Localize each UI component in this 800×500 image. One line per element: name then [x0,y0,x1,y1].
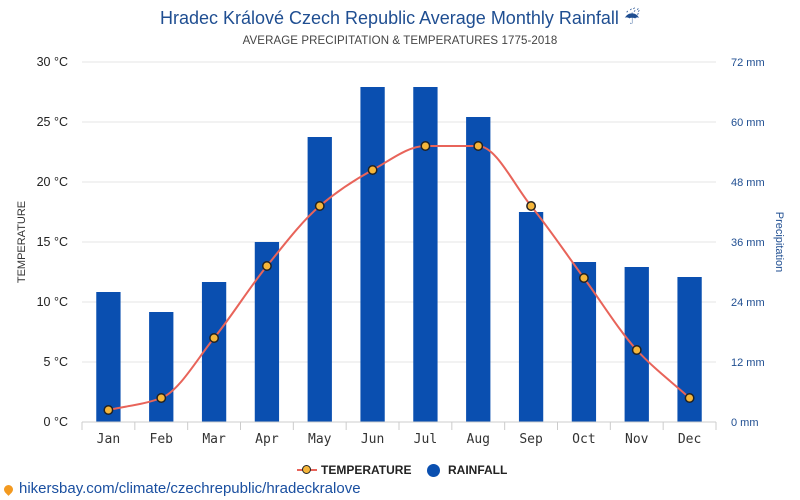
temperature-point-oct[interactable] [578,273,589,283]
temperature-point-nov[interactable] [631,345,642,355]
temperature-point-jun[interactable] [367,165,378,175]
rainfall-bar-feb[interactable] [149,312,174,422]
legend-label-rainfall: RAINFALL [448,463,508,477]
rainfall-bar-aug[interactable] [466,117,491,422]
x-tick-label: Jan [97,432,120,447]
x-tick-label: Sep [519,432,543,447]
y-left-axis-title: TEMPERATURE [16,201,28,283]
rainfall-bar-sep[interactable] [518,212,544,422]
rainfall-bar-jul[interactable] [413,87,438,422]
y-left-tick-label: 5 °C [44,355,68,369]
rainfall-bar-apr[interactable] [254,242,280,422]
chart-title: Hradec Králové Czech Republic Average Mo… [159,8,641,28]
rainfall-bar-mar[interactable] [201,282,227,422]
rainfall-bar-jan[interactable] [96,292,121,422]
rainfall-bar-may[interactable] [307,137,332,422]
temperature-point-jan[interactable] [103,405,114,415]
umbrella-rain-icon: ☔ [623,8,641,28]
x-tick-label: Jun [361,432,384,447]
temperature-line [108,145,691,411]
temperature-point-mar[interactable] [209,333,220,343]
rainfall-legend-icon [427,463,440,477]
x-tick-label: Jul [414,432,437,447]
y-left-tick-label: 25 °C [37,115,68,129]
temperature-point-aug[interactable] [473,141,484,151]
x-tick-label: May [308,432,332,447]
rainfall-bar-nov[interactable] [624,267,649,422]
chart-subtitle: AVERAGE PRECIPITATION & TEMPERATURES 177… [242,35,558,47]
y-right-tick-label: 12 mm [731,357,765,369]
legend-item-temperature[interactable]: TEMPERATURE [297,463,412,477]
temperature-point-dec[interactable] [684,393,695,403]
temperature-point-jul[interactable] [420,141,431,151]
x-tick-label: Feb [150,432,174,447]
rainfall-bar-oct[interactable] [571,262,597,422]
rainfall-bar-jun[interactable] [360,87,385,422]
source-link-text: hikersbay.com/climate/czechrepublic/hrad… [19,480,361,497]
y-left-tick-label: 30 °C [37,55,68,69]
temperature-point-may[interactable] [314,201,325,211]
location-pin-icon [2,483,15,496]
y-right-tick-label: 72 mm [731,57,765,69]
x-tick-label: Oct [572,432,595,447]
y-left-tick-label: 20 °C [37,175,68,189]
y-left-tick-label: 10 °C [37,295,68,309]
legend-item-rainfall[interactable]: RAINFALL [427,463,507,477]
y-left-tick-label: 15 °C [37,235,68,249]
x-tick-label: Aug [467,432,490,447]
source-link[interactable]: hikersbay.com/climate/czechrepublic/hrad… [2,480,361,497]
temperature-point-feb[interactable] [156,393,167,403]
x-tick-label: Nov [625,432,649,447]
y-right-tick-label: 24 mm [731,297,765,309]
y-right-tick-label: 0 mm [731,417,759,429]
y-right-tick-label: 36 mm [731,237,765,249]
temperature-point-sep[interactable] [526,201,537,211]
x-tick-label: Mar [202,432,226,447]
y-right-tick-label: 60 mm [731,117,765,129]
y-right-axis-title: Precipitation [773,212,785,273]
temperature-point-apr[interactable] [261,261,272,271]
temperature-legend-icon [297,463,317,477]
legend-label-temperature: TEMPERATURE [321,463,412,477]
y-right-tick-label: 48 mm [731,177,765,189]
y-left-tick-label: 0 °C [44,415,68,429]
x-tick-label: Apr [255,432,279,447]
x-tick-label: Dec [678,432,701,447]
